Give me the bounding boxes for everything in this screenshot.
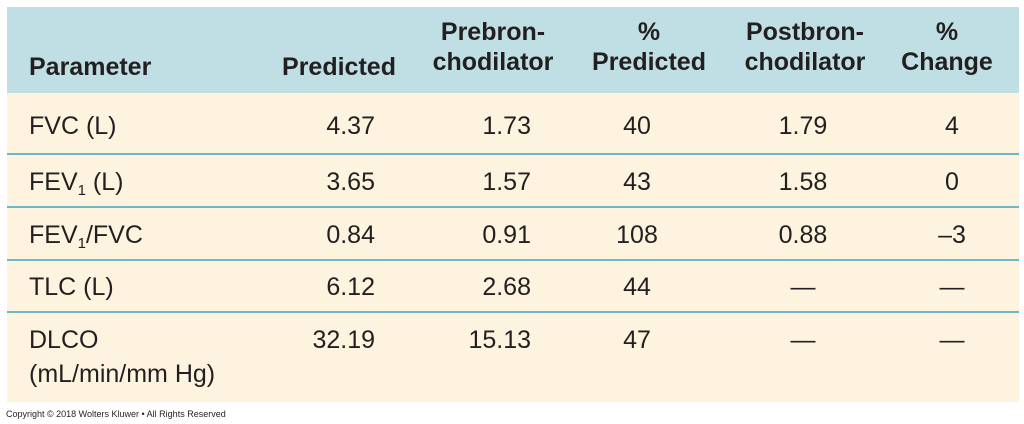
row-parameter: FEV1 (L) (29, 167, 123, 206)
header-parameter: Parameter (29, 52, 151, 82)
header-predicted-label: Predicted (282, 53, 396, 81)
header-postbronchodilator-line1: Postbron- (745, 18, 865, 46)
row-predicted: 32.19 (312, 326, 375, 354)
parameter-text: FEV (29, 168, 78, 196)
row-parameter: FVC (L) (29, 112, 117, 140)
row-percent-predicted: 40 (623, 112, 651, 140)
row-postbronchodilator: 1.79 (778, 112, 828, 140)
header-prebronchodilator-line1: Prebron- (440, 18, 546, 46)
header-prebronchodilator-line2: chodilator (432, 48, 554, 76)
row-percent-change: 0 (945, 168, 959, 196)
header-percent-change-line2: Change (901, 48, 993, 76)
table-row: TLC (L) 6.12 2.68 44 — — (7, 261, 1019, 311)
header-percent-change-line1: % (935, 18, 959, 46)
header-percent-predicted: % Predicted (587, 17, 711, 77)
row-percent-predicted: 43 (623, 168, 651, 196)
table-row: FEV1/FVC 0.84 0.91 108 0.88 –3 (7, 208, 1019, 259)
row-prebronchodilator: 2.68 (482, 273, 531, 301)
row-percent-change: — (939, 326, 965, 354)
row-postbronchodilator: — (790, 326, 816, 354)
header-predicted: Predicted (277, 52, 401, 82)
header-percent-predicted-line1: % (637, 18, 661, 46)
header-percent-change: % Change (892, 17, 1002, 77)
pulmonary-function-table: Parameter Predicted Prebron- chodilator … (7, 7, 1019, 402)
parameter-text: FEV (29, 221, 78, 249)
row-prebronchodilator: 15.13 (468, 326, 531, 354)
row-postbronchodilator: 0.88 (778, 221, 828, 249)
row-prebronchodilator: 0.91 (482, 221, 531, 249)
row-divider (7, 311, 1019, 313)
header-postbronchodilator: Postbron- chodilator (737, 17, 873, 77)
row-predicted: 4.37 (326, 112, 375, 140)
table-row: FVC (L) 4.37 1.73 40 1.79 4 (7, 93, 1019, 153)
row-parameter: FEV1/FVC (29, 220, 143, 259)
row-divider (7, 259, 1019, 261)
row-postbronchodilator: — (790, 273, 816, 301)
row-prebronchodilator: 1.73 (482, 112, 531, 140)
header-percent-predicted-line2: Predicted (592, 48, 706, 76)
copyright-notice: Copyright © 2018 Wolters Kluwer • All Ri… (6, 409, 226, 419)
parameter-subscript: 1 (77, 235, 86, 252)
row-percent-predicted: 47 (623, 326, 651, 354)
row-percent-change: –3 (938, 221, 966, 249)
parameter-line2: (mL/min/mm Hg) (29, 360, 216, 388)
row-percent-change: — (939, 273, 965, 301)
table-header: Parameter Predicted Prebron- chodilator … (7, 7, 1019, 93)
row-postbronchodilator: 1.58 (778, 168, 828, 196)
table-row: FEV1 (L) 3.65 1.57 43 1.58 0 (7, 155, 1019, 206)
header-parameter-label: Parameter (29, 53, 152, 81)
row-percent-change: 4 (945, 112, 959, 140)
row-prebronchodilator: 1.57 (482, 168, 531, 196)
row-percent-predicted: 44 (623, 273, 651, 301)
row-predicted: 6.12 (326, 273, 375, 301)
row-parameter: DLCO (mL/min/mm Hg) (29, 323, 215, 391)
parameter-line1: DLCO (29, 326, 99, 354)
parameter-suffix: /FVC (85, 221, 143, 249)
parameter-subscript: 1 (77, 182, 86, 199)
row-predicted: 0.84 (326, 221, 375, 249)
row-predicted: 3.65 (326, 168, 375, 196)
row-divider (7, 153, 1019, 155)
row-parameter: TLC (L) (29, 273, 114, 301)
header-postbronchodilator-line2: chodilator (744, 48, 866, 76)
table-row: DLCO (mL/min/mm Hg) 32.19 15.13 47 — — (7, 313, 1019, 402)
row-divider (7, 206, 1019, 208)
row-percent-predicted: 108 (616, 221, 658, 249)
parameter-suffix: (L) (85, 168, 124, 196)
header-prebronchodilator: Prebron- chodilator (425, 17, 561, 77)
